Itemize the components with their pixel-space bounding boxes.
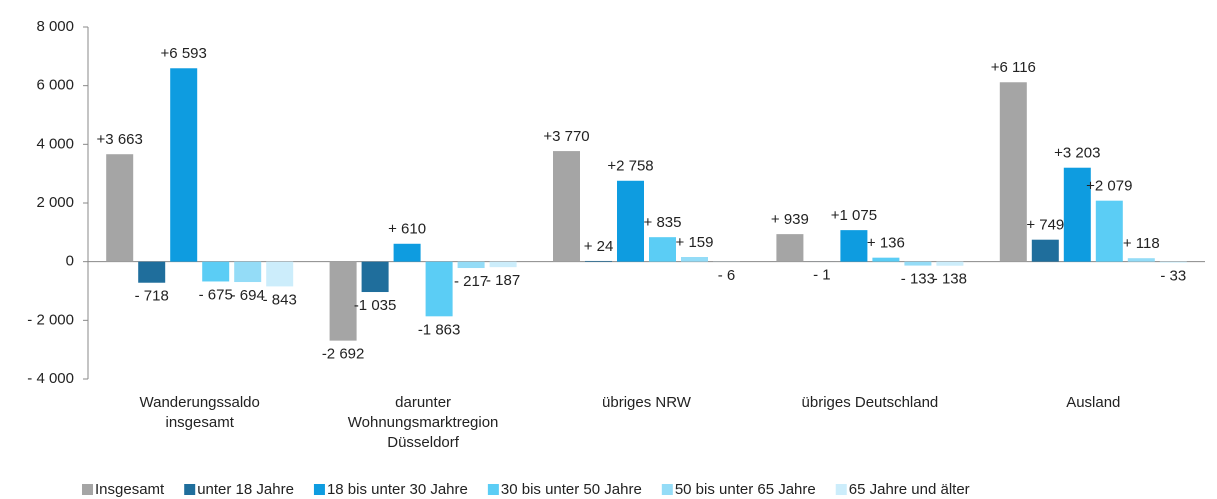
value-label: - 6 — [718, 267, 736, 284]
legend-label: 65 Jahre und älter — [849, 481, 970, 498]
value-label: +3 770 — [543, 128, 589, 145]
bar — [776, 234, 804, 262]
legend-label: unter 18 Jahre — [197, 481, 294, 498]
legend-label: Insgesamt — [95, 481, 165, 498]
value-label: - 1 — [813, 267, 831, 284]
bar — [170, 68, 198, 262]
bar — [872, 257, 900, 262]
bar — [202, 261, 230, 282]
value-label: +3 203 — [1054, 145, 1100, 162]
value-label: + 749 — [1026, 217, 1064, 234]
bar — [1127, 258, 1155, 262]
value-label: - 843 — [263, 291, 297, 308]
value-label: - 187 — [486, 272, 520, 289]
y-tick-label: 2 000 — [36, 194, 74, 211]
y-tick-label: 4 000 — [36, 135, 74, 152]
value-label: - 138 — [933, 271, 967, 288]
value-label: +6 593 — [161, 45, 207, 62]
value-label: +1 075 — [831, 207, 877, 224]
legend-swatch — [313, 484, 325, 495]
bar — [936, 261, 964, 266]
bar — [681, 257, 708, 262]
value-label: + 24 — [584, 238, 614, 255]
bar — [1031, 239, 1059, 262]
x-tick-label: Wanderungssaldo insgesamt — [140, 394, 260, 431]
legend-swatch — [661, 484, 673, 495]
value-label: - 217 — [454, 273, 488, 290]
y-tick-label: - 2 000 — [27, 311, 74, 328]
y-tick-label: 0 — [66, 253, 74, 270]
value-label: + 835 — [644, 214, 682, 231]
value-label: +2 758 — [607, 158, 653, 175]
value-label: -1 863 — [418, 321, 461, 338]
bar — [1159, 261, 1187, 263]
value-label: -2 692 — [322, 346, 365, 363]
value-label: +6 116 — [991, 59, 1036, 76]
y-tick-label: 8 000 — [36, 18, 74, 35]
bar — [553, 151, 580, 262]
value-label: + 939 — [771, 211, 809, 228]
x-tick-label: darunter Wohnungsmarktregion Düsseldorf — [348, 394, 499, 451]
value-label: - 133 — [901, 271, 935, 288]
value-label: + 118 — [1123, 235, 1160, 252]
bar — [585, 260, 612, 262]
x-tick-label: übriges Deutschland — [802, 394, 939, 411]
y-tick-label: 6 000 — [36, 77, 74, 94]
bar — [329, 261, 357, 341]
value-label: + 159 — [676, 234, 714, 251]
bar — [1063, 167, 1091, 262]
bar — [361, 261, 389, 293]
bar — [904, 261, 932, 266]
value-label: -1 035 — [354, 297, 397, 314]
value-label: +2 079 — [1086, 178, 1132, 195]
bar — [649, 237, 676, 262]
legend-swatch — [487, 484, 499, 495]
bar — [234, 261, 262, 283]
bar — [425, 261, 453, 317]
x-tick-label: übriges NRW — [602, 394, 692, 411]
value-label: + 136 — [867, 235, 905, 252]
value-label: - 694 — [231, 287, 265, 304]
bar — [106, 154, 134, 262]
bar — [999, 82, 1027, 262]
bar — [1095, 200, 1123, 262]
bar — [138, 261, 166, 283]
legend-label: 30 bis unter 50 Jahre — [501, 481, 642, 498]
bar — [393, 243, 421, 262]
value-label: - 675 — [199, 286, 233, 303]
bar — [617, 180, 644, 262]
value-label: - 718 — [135, 288, 169, 305]
legend-swatch — [82, 484, 93, 495]
value-label: +3 663 — [97, 131, 143, 148]
bar — [266, 261, 294, 287]
y-tick-label: - 4 000 — [27, 370, 74, 387]
value-label: + 610 — [388, 221, 426, 238]
x-tick-label: Ausland — [1066, 394, 1120, 411]
bar — [489, 261, 517, 268]
bar — [840, 230, 868, 262]
bar — [457, 261, 485, 269]
legend-label: 18 bis unter 30 Jahre — [327, 481, 468, 498]
value-label: - 33 — [1160, 268, 1186, 285]
legend-swatch — [184, 484, 196, 495]
legend-label: 50 bis unter 65 Jahre — [675, 481, 816, 498]
legend-swatch — [835, 484, 847, 495]
